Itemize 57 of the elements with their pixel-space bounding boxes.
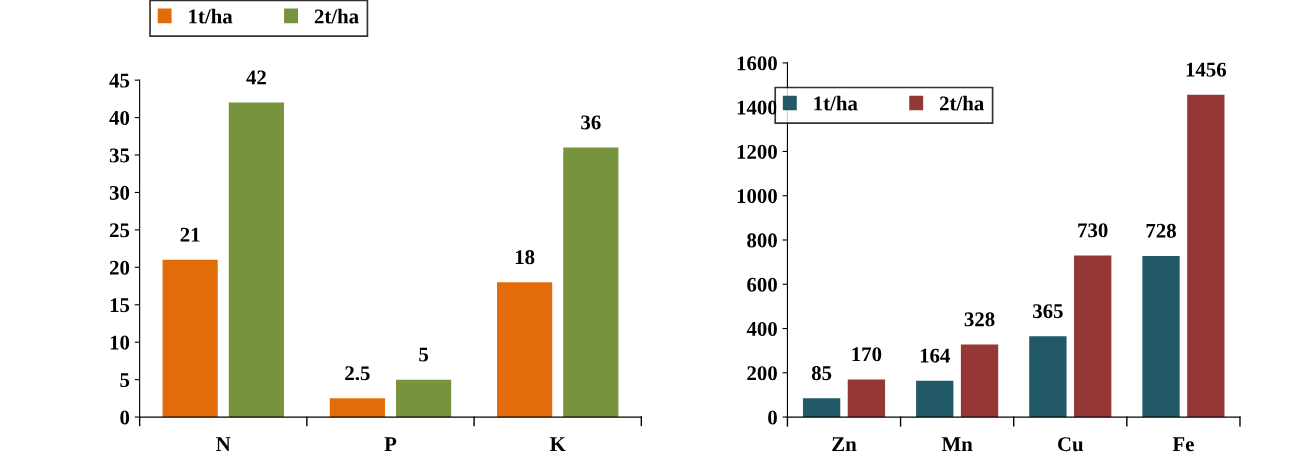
y-tick-label: 45 xyxy=(109,73,130,88)
x-tick-label: P xyxy=(384,437,397,451)
x-tick-label: N xyxy=(216,437,231,451)
y-tick-label: 800 xyxy=(747,233,777,248)
y-tick-label: 35 xyxy=(109,148,130,163)
x-tick-label: Fe xyxy=(1172,437,1194,452)
bar xyxy=(329,398,385,418)
y-tick-label: 20 xyxy=(109,260,130,275)
y-tick-label: 400 xyxy=(746,321,777,336)
legend-label: 1t/ha xyxy=(189,8,233,24)
bar xyxy=(396,379,452,418)
legend-label: 2t/ha xyxy=(314,8,359,24)
data-label: 85 xyxy=(811,366,832,381)
y-tick-label: 15 xyxy=(110,298,130,313)
y-tick-label: 600 xyxy=(747,277,777,292)
data-label: 328 xyxy=(964,312,995,327)
data-label: 2.5 xyxy=(345,366,370,381)
data-label: 365 xyxy=(1033,304,1063,319)
bar xyxy=(916,380,954,418)
data-label: 5 xyxy=(419,347,429,362)
x-tick-label: Cu xyxy=(1057,437,1084,452)
data-label: 42 xyxy=(246,70,266,85)
data-label: 164 xyxy=(920,348,950,363)
x-tick-label: Mn xyxy=(941,437,973,451)
bar xyxy=(228,102,284,418)
data-label: 21 xyxy=(180,227,200,242)
legend-label: 1t/ha xyxy=(814,95,858,111)
bar xyxy=(563,147,619,418)
y-tick-label: 1000 xyxy=(737,189,777,204)
y-tick-label: 1600 xyxy=(737,56,777,71)
bar xyxy=(960,344,999,418)
y-tick-label: 30 xyxy=(109,185,130,200)
data-label: 730 xyxy=(1078,223,1108,238)
y-tick-label: 40 xyxy=(109,110,130,126)
bar xyxy=(802,398,841,418)
bar xyxy=(1029,336,1067,418)
y-tick-label: 0 xyxy=(120,410,130,425)
data-label: 36 xyxy=(581,115,601,130)
bar xyxy=(1074,255,1112,418)
data-label: 1456 xyxy=(1186,62,1227,77)
bar xyxy=(847,379,886,418)
data-label: 18 xyxy=(515,250,535,265)
y-tick-label: 1200 xyxy=(737,144,777,159)
bar xyxy=(1187,94,1225,418)
y-tick-label: 25 xyxy=(109,223,130,238)
data-label: 170 xyxy=(852,347,882,362)
y-tick-label: 10 xyxy=(110,335,130,350)
legend-label: 2t/ha xyxy=(940,95,984,111)
y-tick-label: 5 xyxy=(120,373,130,388)
x-tick-label: Zn xyxy=(832,437,857,451)
y-tick-label: 0 xyxy=(768,410,777,425)
bar xyxy=(1142,255,1180,418)
bar xyxy=(497,282,553,418)
bar xyxy=(162,259,218,418)
data-label: 728 xyxy=(1146,223,1176,238)
x-tick-label: K xyxy=(549,437,566,451)
y-tick-label: 200 xyxy=(747,366,777,381)
